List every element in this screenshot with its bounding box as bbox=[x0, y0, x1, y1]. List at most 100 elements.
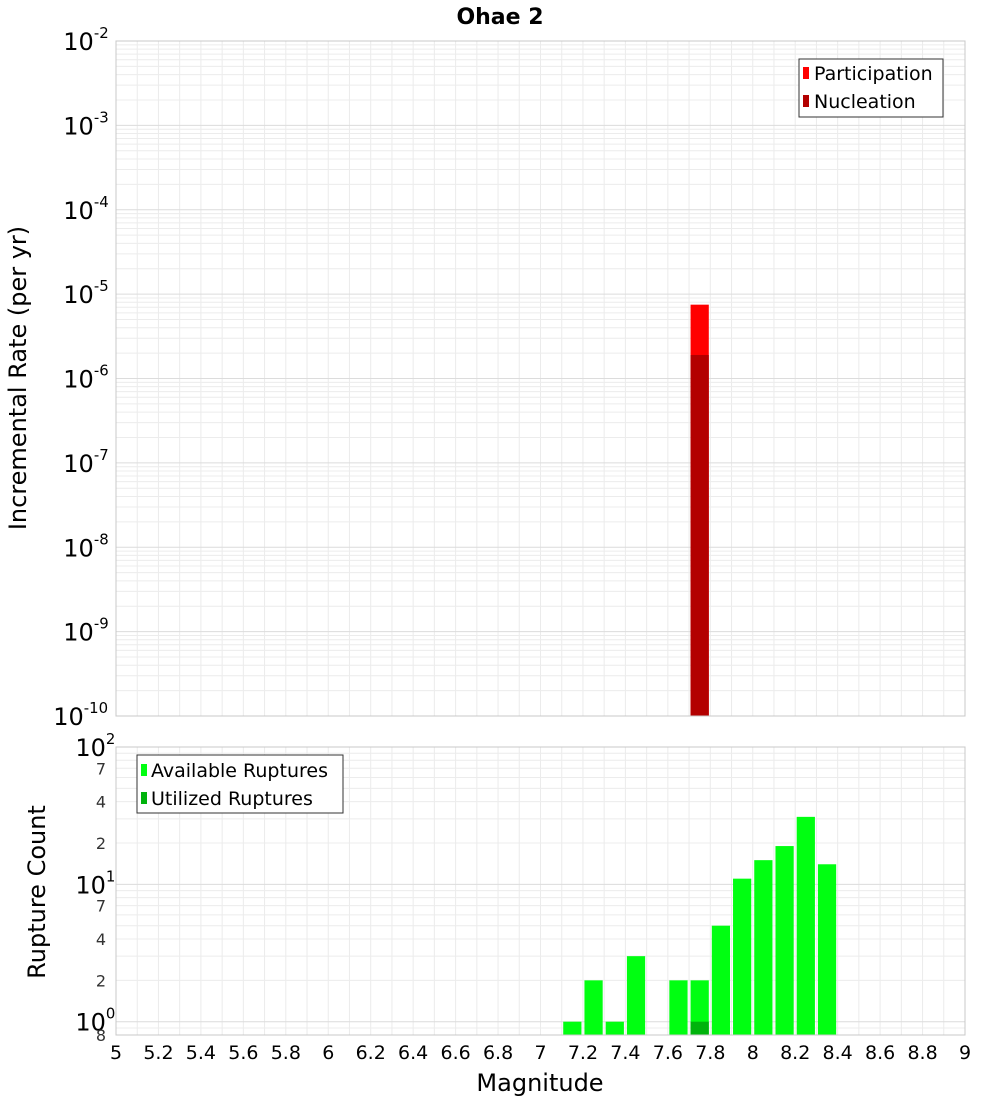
bottom-plot-bar bbox=[817, 864, 837, 1035]
x-tick-label: 6.4 bbox=[398, 1042, 428, 1064]
top-y-tick-label: 10 -2 bbox=[63, 24, 108, 56]
x-tick-label: 5.2 bbox=[143, 1042, 173, 1064]
top-y-tick-label-exp: -2 bbox=[94, 24, 109, 42]
top-y-tick-label: 10 -7 bbox=[63, 446, 108, 478]
bottom-y-minor-tick-label: 2 bbox=[96, 971, 106, 990]
top-plot-series-1 bbox=[690, 354, 709, 716]
x-axis-label: Magnitude bbox=[476, 1069, 603, 1097]
top-legend-swatch bbox=[803, 95, 809, 107]
top-y-tick-label: 10 -6 bbox=[63, 362, 108, 394]
top-y-tick-label-base: 10 bbox=[63, 450, 94, 478]
bottom-plot-bar bbox=[626, 956, 646, 1035]
x-tick-label: 5.8 bbox=[271, 1042, 301, 1064]
top-legend-box bbox=[798, 58, 944, 118]
bottom-plot-bar bbox=[796, 816, 815, 1035]
top-y-axis-label: Incremental Rate (per yr) bbox=[4, 226, 32, 530]
top-y-tick-label-exp: -7 bbox=[94, 446, 109, 464]
top-plot-bar bbox=[690, 354, 709, 716]
x-tick-label: 6.8 bbox=[483, 1042, 513, 1064]
top-y-tick-label: 10 -9 bbox=[63, 615, 108, 647]
x-tick-label: 5.6 bbox=[228, 1042, 258, 1064]
bottom-y-major-tick-label-base: 10 bbox=[75, 734, 106, 762]
x-tick-label: 8 bbox=[747, 1042, 759, 1064]
bottom-plot-bar bbox=[690, 980, 709, 1035]
x-tick-label: 5 bbox=[110, 1042, 122, 1064]
bottom-legend-box bbox=[136, 754, 344, 814]
bottom-y-major-tick-label-exp: 1 bbox=[106, 867, 115, 885]
bottom-legend-label: Available Ruptures bbox=[151, 760, 328, 782]
top-y-tick-label-exp: -9 bbox=[94, 615, 109, 633]
x-tick-label: 8.8 bbox=[907, 1042, 937, 1064]
x-tick-label: 6.6 bbox=[440, 1042, 470, 1064]
top-y-tick-label-base: 10 bbox=[63, 197, 94, 225]
bottom-y-major-tick-label-base: 10 bbox=[75, 1009, 106, 1037]
bottom-plot-series-0 bbox=[563, 816, 837, 1035]
bottom-plot-bar bbox=[733, 878, 752, 1035]
x-tick-label: 7 bbox=[534, 1042, 546, 1064]
bottom-y-minor-tick-label: 4 bbox=[96, 930, 106, 949]
top-y-tick-label-base: 10 bbox=[63, 281, 94, 309]
x-tick-label: 6.2 bbox=[356, 1042, 386, 1064]
x-tick-label: 8.2 bbox=[780, 1042, 810, 1064]
top-legend-label: Participation bbox=[814, 63, 933, 85]
x-tick-label: 5.4 bbox=[186, 1042, 216, 1064]
x-tick-label: 7.2 bbox=[568, 1042, 598, 1064]
top-y-tick-label: 10 -10 bbox=[53, 699, 108, 731]
x-tick-label: 8.6 bbox=[865, 1042, 895, 1064]
top-y-tick-label-base: 10 bbox=[63, 619, 94, 647]
x-tick-label: 6 bbox=[322, 1042, 334, 1064]
top-y-tick-label-exp: -5 bbox=[94, 277, 109, 295]
x-tick-label: 7.6 bbox=[653, 1042, 683, 1064]
top-plot-grid bbox=[115, 40, 966, 717]
bottom-y-major-tick-label: 10 2 bbox=[75, 730, 115, 762]
bottom-y-minor-tick-label: 7 bbox=[96, 897, 106, 916]
top-y-tick-label-exp: -6 bbox=[94, 362, 109, 380]
bottom-plot-bar bbox=[605, 1021, 624, 1035]
bottom-y-minor-tick-label: 4 bbox=[96, 793, 106, 812]
top-y-tick-label-base: 10 bbox=[63, 28, 94, 56]
x-tick-label: 9 bbox=[959, 1042, 971, 1064]
bottom-y-minor-tick-label: 7 bbox=[96, 759, 106, 778]
top-y-tick-label-exp: -3 bbox=[94, 108, 109, 126]
bottom-plot-series-1 bbox=[690, 1021, 709, 1035]
bottom-plot-bar bbox=[563, 1021, 582, 1035]
bottom-y-major-tick-label-exp: 2 bbox=[106, 730, 115, 748]
top-y-tick-label-base: 10 bbox=[63, 112, 94, 140]
bottom-plot-bar bbox=[669, 980, 688, 1035]
top-y-tick-label-exp: -4 bbox=[94, 193, 109, 211]
bottom-legend: Available Ruptures Utilized Ruptures bbox=[136, 754, 344, 814]
top-y-tick-label: 10 -5 bbox=[63, 277, 108, 309]
top-legend-swatch bbox=[803, 67, 809, 79]
bottom-y-major-tick-label-base: 10 bbox=[75, 871, 106, 899]
top-legend-label: Nucleation bbox=[814, 91, 916, 113]
bottom-plot-bar bbox=[775, 846, 794, 1035]
bottom-y-major-tick-label: 10 0 bbox=[75, 1005, 115, 1037]
bottom-y-minor-tick-label: 2 bbox=[96, 834, 106, 853]
bottom-y-major-tick-label: 10 1 bbox=[75, 867, 115, 899]
top-y-tick-label-base: 10 bbox=[63, 366, 94, 394]
bottom-legend-swatch bbox=[141, 792, 147, 804]
top-y-tick-label: 10 -3 bbox=[63, 108, 108, 140]
bottom-plot-bar bbox=[690, 1021, 709, 1035]
bottom-plot-frame bbox=[115, 746, 966, 1036]
bottom-legend-label: Utilized Ruptures bbox=[151, 788, 313, 810]
x-tick-label: 7.8 bbox=[695, 1042, 725, 1064]
top-y-tick-label-base: 10 bbox=[63, 534, 94, 562]
top-y-tick-label: 10 -4 bbox=[63, 193, 108, 225]
bottom-plot-bar bbox=[754, 860, 773, 1035]
x-tick-label: 8.4 bbox=[823, 1042, 853, 1064]
x-tick-label: 7.4 bbox=[610, 1042, 640, 1064]
top-y-tick-label-exp: -10 bbox=[84, 699, 108, 717]
top-legend: Participation Nucleation bbox=[798, 58, 944, 118]
bottom-plot-bar bbox=[584, 980, 603, 1035]
top-y-tick-label: 10 -8 bbox=[63, 530, 108, 562]
top-plot-frame bbox=[115, 40, 966, 717]
bottom-plot-bar bbox=[711, 925, 731, 1035]
bottom-y-minor-tick-label: 8 bbox=[96, 1026, 106, 1045]
top-y-tick-label-base: 10 bbox=[53, 703, 84, 731]
bottom-y-axis-label: Rupture Count bbox=[23, 805, 51, 979]
bottom-y-major-tick-label-exp: 0 bbox=[106, 1005, 115, 1023]
chart-title: Ohae 2 bbox=[456, 5, 543, 30]
